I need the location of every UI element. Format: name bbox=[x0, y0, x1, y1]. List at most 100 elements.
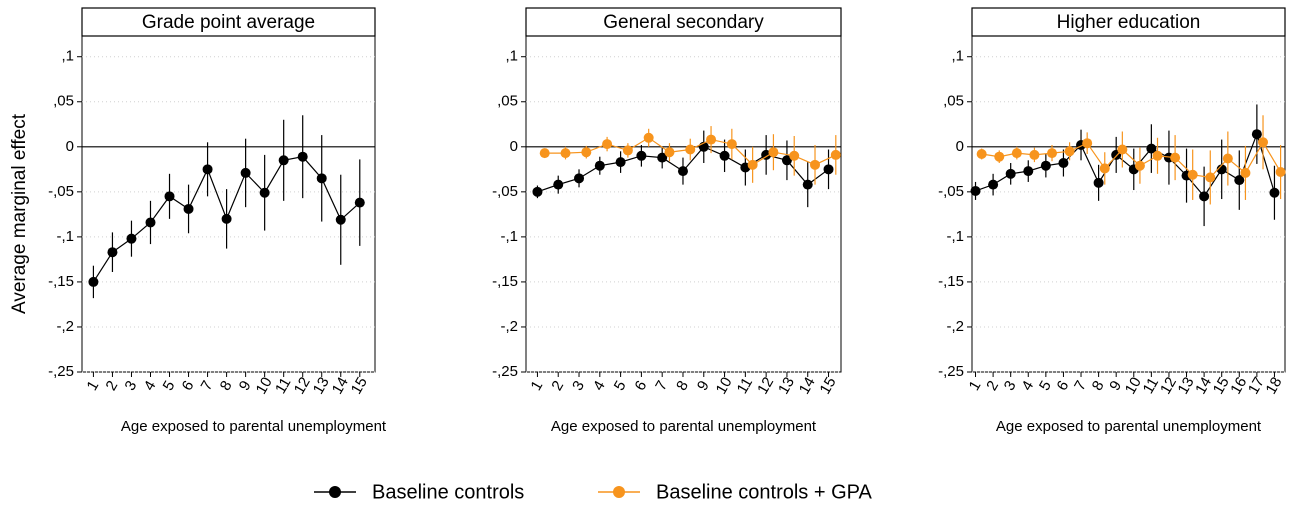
x-tick-label: 7 bbox=[198, 378, 217, 394]
point bbox=[1134, 160, 1145, 171]
x-tick-label: 18 bbox=[1262, 374, 1285, 397]
panel-title: Higher education bbox=[1057, 12, 1201, 33]
point bbox=[802, 179, 813, 190]
point bbox=[164, 191, 175, 202]
point bbox=[316, 173, 327, 184]
point bbox=[768, 147, 779, 158]
point bbox=[1251, 129, 1262, 140]
point bbox=[107, 247, 118, 258]
series-line bbox=[975, 132, 1276, 198]
y-tick-label: ,1 bbox=[61, 48, 74, 65]
point bbox=[988, 179, 999, 190]
x-tick-label: 10 bbox=[713, 374, 736, 397]
x-tick-label: 14 bbox=[1192, 374, 1215, 397]
x-tick-label: 15 bbox=[348, 374, 371, 397]
x-tick-label: 13 bbox=[775, 374, 798, 397]
point bbox=[664, 147, 675, 158]
point bbox=[677, 166, 688, 177]
point bbox=[581, 147, 592, 158]
x-tick-label: 4 bbox=[141, 378, 160, 394]
x-tick-label: 2 bbox=[548, 378, 567, 394]
y-axis-label: Average marginal effect bbox=[9, 113, 30, 314]
point bbox=[202, 164, 213, 175]
y-tick-label: ,05 bbox=[497, 93, 518, 110]
point bbox=[994, 151, 1005, 162]
y-tick-label: -,2 bbox=[500, 318, 518, 335]
y-tick-label: ,1 bbox=[951, 48, 964, 65]
y-tick-label: -,25 bbox=[492, 363, 518, 380]
point bbox=[1199, 191, 1210, 202]
panel-header bbox=[525, 7, 842, 37]
x-tick-label: 8 bbox=[1089, 378, 1108, 394]
point bbox=[1187, 169, 1198, 180]
x-axis-label: Age exposed to parental unemployment bbox=[996, 418, 1262, 435]
y-tick-label: -,25 bbox=[48, 363, 74, 380]
point bbox=[823, 164, 834, 175]
x-tick-label: 1 bbox=[966, 378, 985, 394]
plot-frame bbox=[81, 35, 376, 373]
point bbox=[88, 276, 99, 287]
x-tick-label: 7 bbox=[1071, 378, 1090, 394]
y-tick-label: ,05 bbox=[53, 93, 74, 110]
point bbox=[1047, 148, 1058, 159]
y-tick-label: 0 bbox=[510, 138, 518, 155]
y-tick-label: -,15 bbox=[492, 273, 518, 290]
point bbox=[657, 152, 668, 163]
point bbox=[747, 159, 758, 170]
x-tick-label: 11 bbox=[272, 375, 295, 397]
legend-label: Baseline controls bbox=[372, 481, 524, 503]
point bbox=[1005, 168, 1016, 179]
y-tick-label: 0 bbox=[956, 138, 964, 155]
point bbox=[1023, 166, 1034, 177]
x-tick-label: 16 bbox=[1227, 374, 1250, 397]
x-tick-label: 12 bbox=[754, 374, 777, 397]
x-tick-label: 9 bbox=[236, 378, 255, 394]
point bbox=[1082, 138, 1093, 149]
point bbox=[354, 197, 365, 208]
point bbox=[622, 145, 633, 156]
y-tick-label: -,15 bbox=[938, 273, 964, 290]
point bbox=[726, 139, 737, 150]
x-tick-label: 1 bbox=[84, 378, 103, 394]
x-tick-label: 12 bbox=[291, 374, 314, 397]
x-tick-label: 9 bbox=[694, 378, 713, 394]
legend-marker bbox=[329, 486, 341, 498]
x-tick-label: 2 bbox=[983, 378, 1002, 394]
y-tick-label: -,15 bbox=[48, 273, 74, 290]
point bbox=[221, 213, 232, 224]
panel-header bbox=[971, 7, 1286, 37]
y-tick-label: -,1 bbox=[56, 228, 74, 245]
point bbox=[1222, 153, 1233, 164]
x-tick-label: 8 bbox=[217, 378, 236, 394]
x-tick-label: 3 bbox=[569, 378, 588, 394]
point bbox=[1205, 172, 1216, 183]
y-tick-label: -,05 bbox=[492, 183, 518, 200]
point bbox=[1058, 158, 1069, 169]
y-tick-label: -,2 bbox=[56, 318, 74, 335]
plot-frame bbox=[971, 35, 1286, 373]
point bbox=[970, 185, 981, 196]
y-tick-label: -,1 bbox=[946, 228, 964, 245]
x-tick-label: 10 bbox=[253, 374, 276, 397]
point bbox=[976, 149, 987, 160]
y-tick-label: -,05 bbox=[938, 183, 964, 200]
x-tick-label: 13 bbox=[1175, 374, 1198, 397]
x-tick-label: 4 bbox=[590, 378, 609, 394]
x-axis-label: Age exposed to parental unemployment bbox=[551, 418, 817, 435]
point bbox=[560, 148, 571, 159]
point bbox=[297, 151, 308, 162]
point bbox=[1234, 175, 1245, 186]
x-tick-label: 15 bbox=[817, 374, 840, 397]
point bbox=[335, 214, 346, 225]
point bbox=[1170, 152, 1181, 163]
point bbox=[1275, 167, 1286, 178]
y-tick-label: -,05 bbox=[48, 183, 74, 200]
x-tick-label: 9 bbox=[1106, 378, 1125, 394]
point bbox=[1258, 137, 1269, 148]
point bbox=[594, 160, 605, 171]
x-tick-label: 10 bbox=[1122, 374, 1145, 397]
point bbox=[1146, 143, 1157, 154]
x-tick-label: 3 bbox=[122, 378, 141, 394]
x-tick-label: 17 bbox=[1245, 374, 1268, 397]
